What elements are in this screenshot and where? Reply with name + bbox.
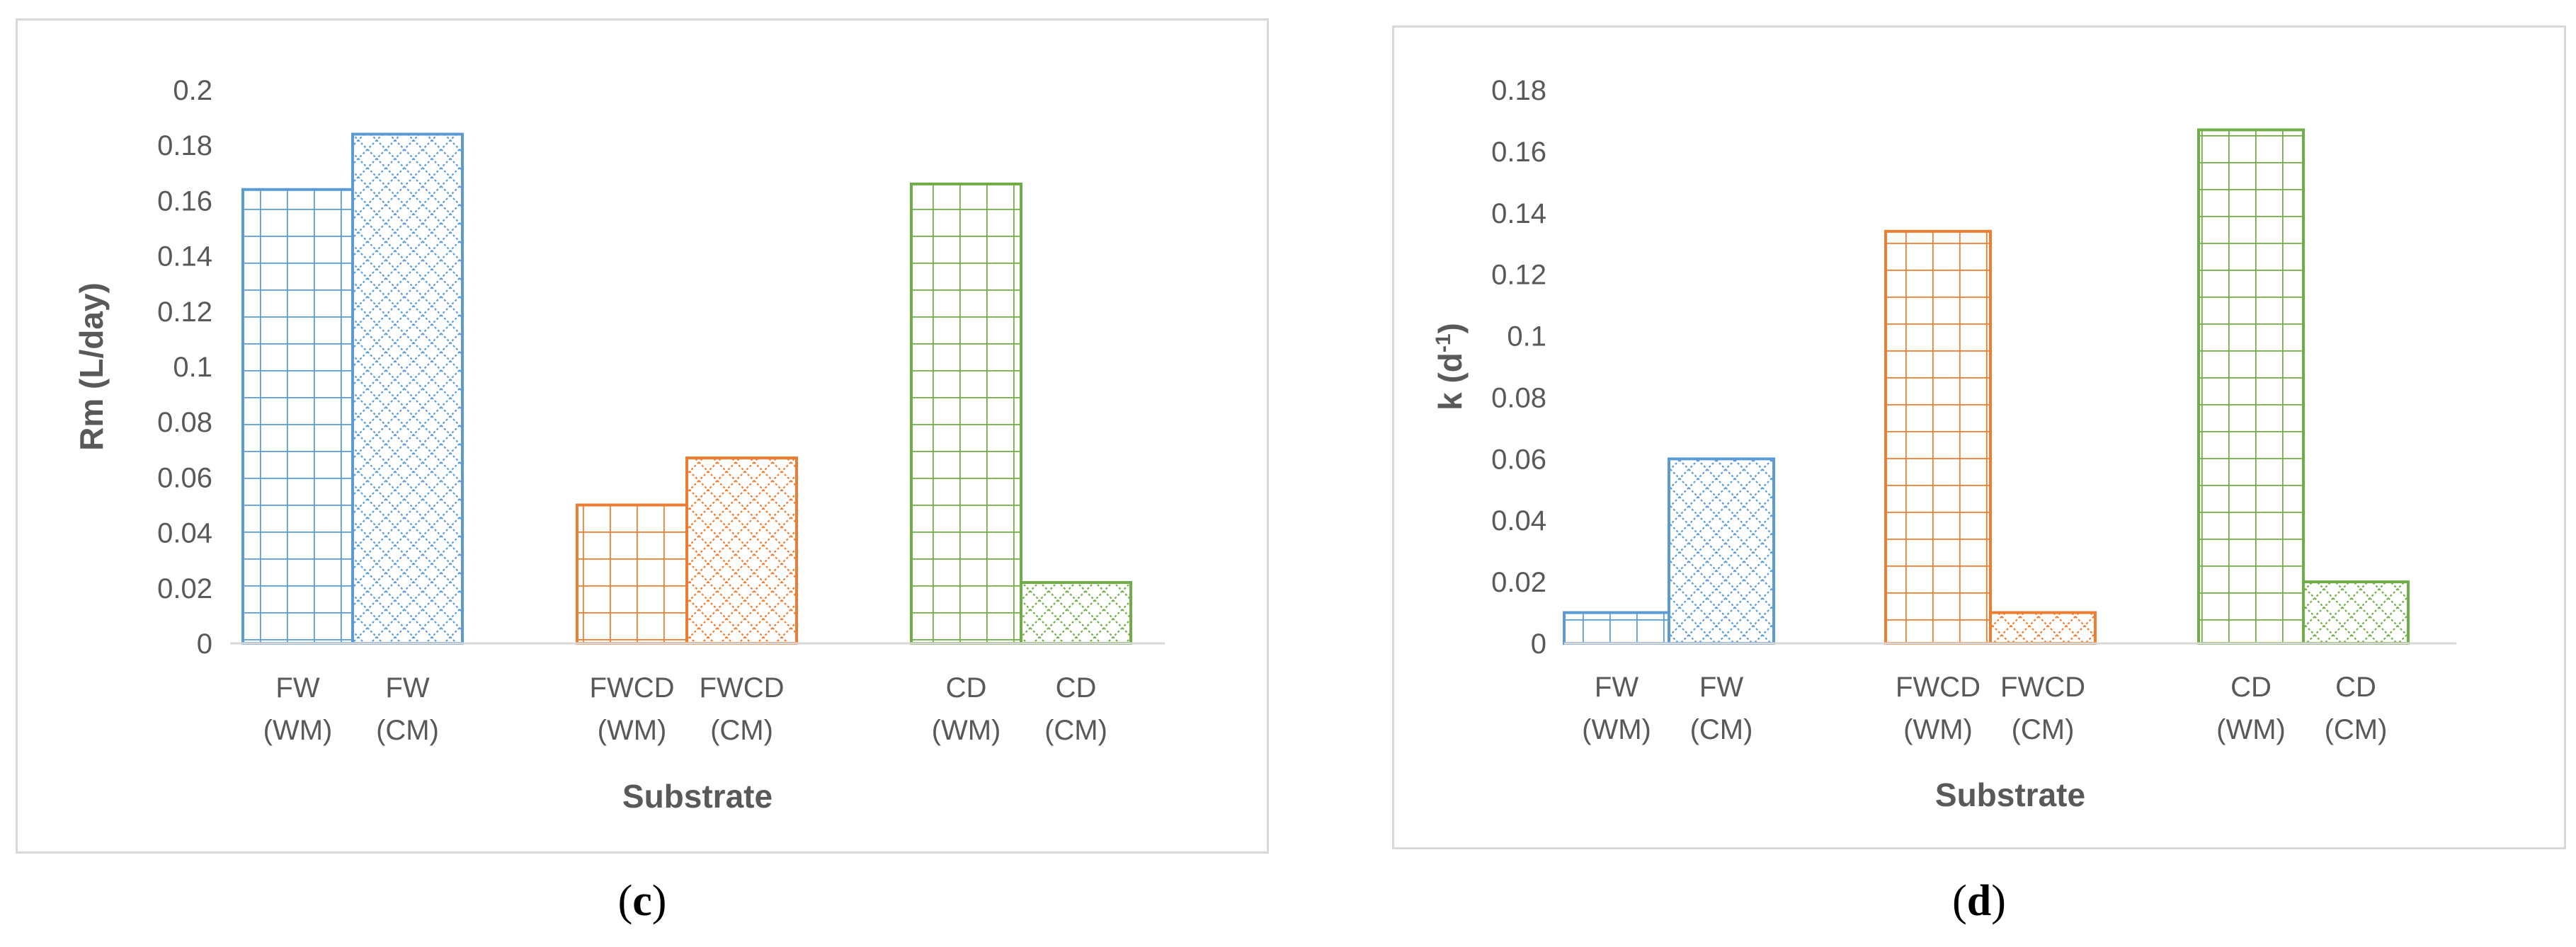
chart-panel-d: 0 0.02 0.04 0.06 0.08 0.1 0.12 0.14 0.16 0.18 k (d…	[1392, 25, 2566, 849]
y-tick-label: 0.18	[1491, 75, 1546, 106]
y-axis-title: Rm (L/day)	[73, 282, 110, 451]
y-tick-label: 0.12	[1491, 260, 1546, 291]
y-tick-label: 0.04	[1491, 505, 1546, 536]
bar	[1020, 580, 1132, 645]
y-tick-label: 0	[1531, 629, 1546, 660]
y-tick-label: 0.2	[173, 75, 212, 106]
y-axis-title: k (d-1)	[1432, 323, 1469, 411]
bar-chart-c: 0 0.02 0.04 0.06 0.08 0.1 0.12 0.14 0.16 0.18 0.2 R…	[73, 75, 1165, 815]
x-category-label: FW	[275, 672, 319, 704]
caption-letter: c	[632, 877, 652, 925]
x-category-label: FW	[1595, 672, 1639, 703]
caption-open: (	[617, 877, 633, 925]
x-category-sublabel: (CM)	[2325, 714, 2388, 745]
chart-panel-c: 0 0.02 0.04 0.06 0.08 0.1 0.12 0.14 0.16 0.18 0.2 R…	[16, 18, 1269, 854]
caption-open: (	[1952, 877, 1967, 925]
x-category-label: CD	[1056, 672, 1097, 704]
x-category-sublabel: (CM)	[1690, 714, 1753, 745]
x-axis-title: Substrate	[622, 778, 773, 815]
bar	[685, 457, 798, 645]
y-tick-label: 0.1	[173, 352, 212, 383]
x-axis-title: Substrate	[1935, 776, 2085, 813]
bar	[2302, 580, 2410, 645]
y-tick-label: 0.16	[157, 185, 212, 217]
x-category-sublabel: (WM)	[2216, 714, 2286, 745]
x-category-sublabel: (WM)	[263, 715, 333, 746]
y-tick-label: 0.04	[157, 518, 212, 549]
y-tick-label: 0.06	[157, 462, 212, 493]
x-category-sublabel: (WM)	[1582, 714, 1651, 745]
bar	[576, 503, 688, 645]
y-tick-label: 0.08	[1491, 382, 1546, 413]
caption-close: )	[651, 877, 667, 925]
bar-chart-d: 0 0.02 0.04 0.06 0.08 0.1 0.12 0.14 0.16 0.18 k (d…	[1432, 75, 2456, 813]
y-tick-label: 0.1	[1507, 321, 1546, 352]
x-category-label: FWCD	[1896, 672, 1981, 703]
y-tick-label: 0	[197, 629, 212, 660]
bar	[351, 132, 464, 645]
bar	[910, 182, 1022, 645]
y-tick-label: 0.14	[1491, 198, 1546, 229]
x-category-label: FWCD	[590, 672, 675, 704]
x-category-label: CD	[2230, 672, 2272, 703]
x-category-sublabel: (WM)	[598, 715, 667, 746]
x-category-label: CD	[2335, 672, 2376, 703]
x-category-label: FWCD	[2000, 672, 2085, 703]
y-tick-label: 0.14	[157, 241, 212, 272]
y-tick-label: 0.18	[157, 130, 212, 161]
y-tick-label: 0.06	[1491, 444, 1546, 475]
bar	[1884, 229, 1992, 645]
x-category-label: FW	[385, 672, 429, 704]
x-category-sublabel: (WM)	[1903, 714, 1973, 745]
caption-close: )	[1991, 877, 2006, 925]
caption-letter: d	[1966, 877, 1992, 925]
y-tick-label: 0.02	[157, 573, 212, 604]
y-tick-label: 0.02	[1491, 567, 1546, 598]
panel-caption-d: (d)	[1952, 876, 2006, 926]
x-category-sublabel: (CM)	[1044, 715, 1107, 746]
x-category-label: CD	[946, 672, 987, 704]
bar	[1668, 457, 1775, 645]
y-tick-label: 0.16	[1491, 137, 1546, 168]
x-category-sublabel: (CM)	[710, 715, 773, 746]
x-category-sublabel: (CM)	[376, 715, 439, 746]
y-tick-label: 0.12	[157, 297, 212, 328]
panel-caption-c: (c)	[618, 876, 667, 926]
bar	[241, 188, 354, 645]
bar	[2197, 128, 2305, 645]
bar	[1989, 611, 2097, 645]
x-category-sublabel: (CM)	[2012, 714, 2075, 745]
x-category-label: FWCD	[700, 672, 785, 704]
x-category-label: FW	[1699, 672, 1743, 703]
bar	[1563, 611, 1670, 645]
x-category-sublabel: (WM)	[932, 715, 1001, 746]
y-tick-label: 0.08	[157, 407, 212, 438]
